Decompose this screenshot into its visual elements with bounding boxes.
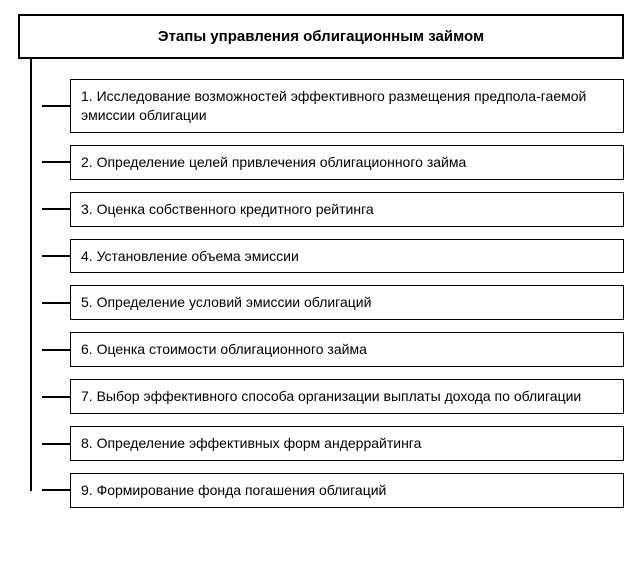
step-box-5: 5. Определение условий эмиссии облигаций bbox=[70, 285, 624, 320]
step-box-9: 9. Формирование фонда погашения облигаци… bbox=[70, 473, 624, 508]
connector-line bbox=[42, 396, 70, 398]
steps-list: 1. Исследование возможностей эффективног… bbox=[70, 79, 624, 508]
step-row: 8. Определение эффективных форм андеррай… bbox=[70, 426, 624, 461]
diagram-container: Этапы управления облигационным займом 1.… bbox=[0, 0, 636, 576]
step-row: 2. Определение целей привлечения облигац… bbox=[70, 145, 624, 180]
step-box-3: 3. Оценка собственного кредитного рейтин… bbox=[70, 192, 624, 227]
connector-line bbox=[42, 208, 70, 210]
connector-line bbox=[42, 443, 70, 445]
step-row: 1. Исследование возможностей эффективног… bbox=[70, 79, 624, 133]
step-row: 7. Выбор эффективного способа организаци… bbox=[70, 379, 624, 414]
step-box-2: 2. Определение целей привлечения облигац… bbox=[70, 145, 624, 180]
spine-line bbox=[30, 59, 32, 491]
step-row: 4. Установление объема эмиссии bbox=[70, 239, 624, 274]
connector-line bbox=[42, 349, 70, 351]
step-row: 6. Оценка стоимости облигационного займа bbox=[70, 332, 624, 367]
step-box-6: 6. Оценка стоимости облигационного займа bbox=[70, 332, 624, 367]
step-box-8: 8. Определение эффективных форм андеррай… bbox=[70, 426, 624, 461]
connector-line bbox=[42, 105, 70, 107]
connector-line bbox=[42, 489, 70, 491]
diagram-title: Этапы управления облигационным займом bbox=[18, 14, 624, 59]
connector-line bbox=[42, 255, 70, 257]
step-row: 5. Определение условий эмиссии облигаций bbox=[70, 285, 624, 320]
step-box-7: 7. Выбор эффективного способа организаци… bbox=[70, 379, 624, 414]
step-row: 9. Формирование фонда погашения облигаци… bbox=[70, 473, 624, 508]
step-row: 3. Оценка собственного кредитного рейтин… bbox=[70, 192, 624, 227]
step-box-1: 1. Исследование возможностей эффективног… bbox=[70, 79, 624, 133]
connector-line bbox=[42, 302, 70, 304]
connector-line bbox=[42, 161, 70, 163]
step-box-4: 4. Установление объема эмиссии bbox=[70, 239, 624, 274]
